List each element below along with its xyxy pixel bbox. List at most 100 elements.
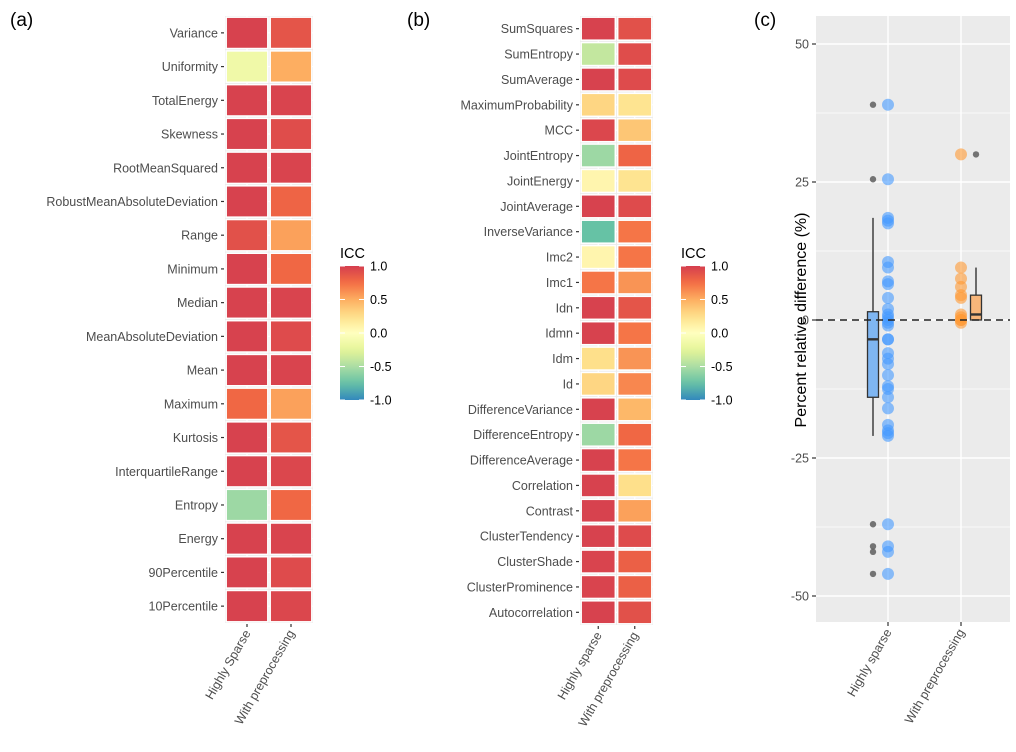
heatmap-cell xyxy=(580,422,617,447)
plot-background xyxy=(580,16,653,625)
data-point xyxy=(955,291,967,304)
heatmap-cell xyxy=(616,194,653,219)
heatmap-cell xyxy=(225,421,269,454)
heatmap-cell xyxy=(616,41,653,67)
row-label: Entropy xyxy=(175,498,219,512)
outlier-point xyxy=(869,570,877,578)
legend-label: -1.0 xyxy=(711,394,733,408)
heatmap-cell xyxy=(225,387,269,421)
heatmap-cell xyxy=(580,92,617,118)
heatmap-cell xyxy=(225,83,269,117)
row-label: DifferenceVariance xyxy=(468,403,573,417)
outlier-point xyxy=(869,101,877,108)
row-label: SumSquares xyxy=(501,22,573,36)
icc-legend-b: ICC 1.0 0.5 0.0 -0.5 -1.0 xyxy=(681,246,733,408)
data-point xyxy=(955,261,967,274)
row-label: InverseVariance xyxy=(484,225,573,239)
row-label: JointAverage xyxy=(500,200,573,214)
y-axis-title: Percent relative difference (%) xyxy=(793,213,810,428)
box xyxy=(969,294,983,321)
column-label: Highly Sparse xyxy=(203,627,254,701)
row-label: Kurtosis xyxy=(173,431,218,445)
data-point xyxy=(882,173,894,186)
heatmap-cell xyxy=(580,270,617,295)
legend-title: ICC xyxy=(340,246,365,262)
row-label: Imc2 xyxy=(546,251,573,265)
heatmap-cell xyxy=(269,589,313,623)
row-label: Mean xyxy=(187,364,218,378)
heatmap-cell xyxy=(225,50,269,83)
heatmap-cell xyxy=(616,219,653,244)
row-label: DifferenceEntropy xyxy=(473,428,574,442)
data-point xyxy=(882,567,894,580)
row-label: Uniformity xyxy=(162,60,219,74)
data-point xyxy=(882,383,894,395)
heatmap-cell xyxy=(225,16,269,50)
heatmap-cell xyxy=(616,67,653,92)
heatmap-cell xyxy=(269,353,313,387)
heatmap-cell xyxy=(580,397,617,422)
row-label: DifferenceAverage xyxy=(470,454,573,468)
row-label: Energy xyxy=(178,532,218,546)
row-label: Maximum xyxy=(164,397,218,411)
heatmap-cell xyxy=(580,498,617,524)
heatmap-cell xyxy=(580,143,617,168)
row-label: Idn xyxy=(556,301,573,315)
heatmap-cell xyxy=(269,556,313,589)
category-label: With preprocessing xyxy=(902,626,968,726)
heatmap-cell xyxy=(225,252,269,286)
heatmap-cell xyxy=(269,421,313,454)
row-label: JointEntropy xyxy=(504,149,574,163)
row-label: Id xyxy=(563,377,573,391)
heatmap-cell xyxy=(269,218,313,252)
row-label: Idmn xyxy=(545,327,573,341)
row-label: 10Percentile xyxy=(149,600,219,614)
heatmap-cell xyxy=(225,488,269,522)
heatmap-cell xyxy=(225,117,269,151)
heatmap-cell xyxy=(580,16,617,41)
panel-label-a: (a) xyxy=(10,10,33,31)
heatmap-cell xyxy=(616,244,653,270)
y-tick-label: -25 xyxy=(791,452,809,466)
data-point xyxy=(882,261,894,274)
heatmap-cell xyxy=(225,286,269,320)
legend-label: 0.5 xyxy=(370,293,387,307)
data-point xyxy=(882,333,894,346)
data-point xyxy=(882,319,894,332)
heatmap-cell xyxy=(580,67,617,92)
data-point xyxy=(882,278,894,291)
data-point xyxy=(882,402,894,415)
row-label: RobustMeanAbsoluteDeviation xyxy=(46,195,218,209)
legend-label: -1.0 xyxy=(370,394,392,408)
heatmap-cell xyxy=(580,295,617,321)
data-point xyxy=(955,148,967,161)
legend-label: 0.0 xyxy=(370,327,387,341)
data-point xyxy=(882,291,894,304)
heatmap-cell xyxy=(616,346,653,371)
data-point xyxy=(882,518,894,531)
heatmap-panel-b: SumSquares SumEntropy SumAverage MaximumPro… xyxy=(460,16,653,729)
heatmap-cell xyxy=(616,320,653,346)
heatmap-cell xyxy=(225,151,269,185)
heatmap-cell xyxy=(616,295,653,321)
row-label: RootMeanSquared xyxy=(113,161,218,175)
row-label: MeanAbsoluteDeviation xyxy=(86,330,218,344)
heatmap-cell xyxy=(580,117,617,143)
row-label: Minimum xyxy=(167,262,218,276)
heatmap-cell xyxy=(269,387,313,421)
legend-title: ICC xyxy=(681,246,706,262)
heatmap-cell xyxy=(269,16,313,50)
heatmap-cell xyxy=(225,319,269,353)
row-label: JointEnergy xyxy=(507,174,574,188)
heatmap-cell xyxy=(580,473,617,498)
heatmap-cell xyxy=(616,16,653,41)
row-label: Imc1 xyxy=(546,276,573,290)
heatmap-cell xyxy=(616,498,653,524)
heatmap-cell xyxy=(580,371,617,397)
data-point xyxy=(882,217,894,230)
boxplot-panel-c: 50 25 0 -25 -50 Highly sparse With preprocessi… xyxy=(791,16,1010,726)
panel-label-b: (b) xyxy=(407,10,430,31)
row-label: ClusterTendency xyxy=(480,530,574,544)
heatmap-cell xyxy=(616,549,653,574)
row-label: ClusterProminence xyxy=(467,580,573,594)
